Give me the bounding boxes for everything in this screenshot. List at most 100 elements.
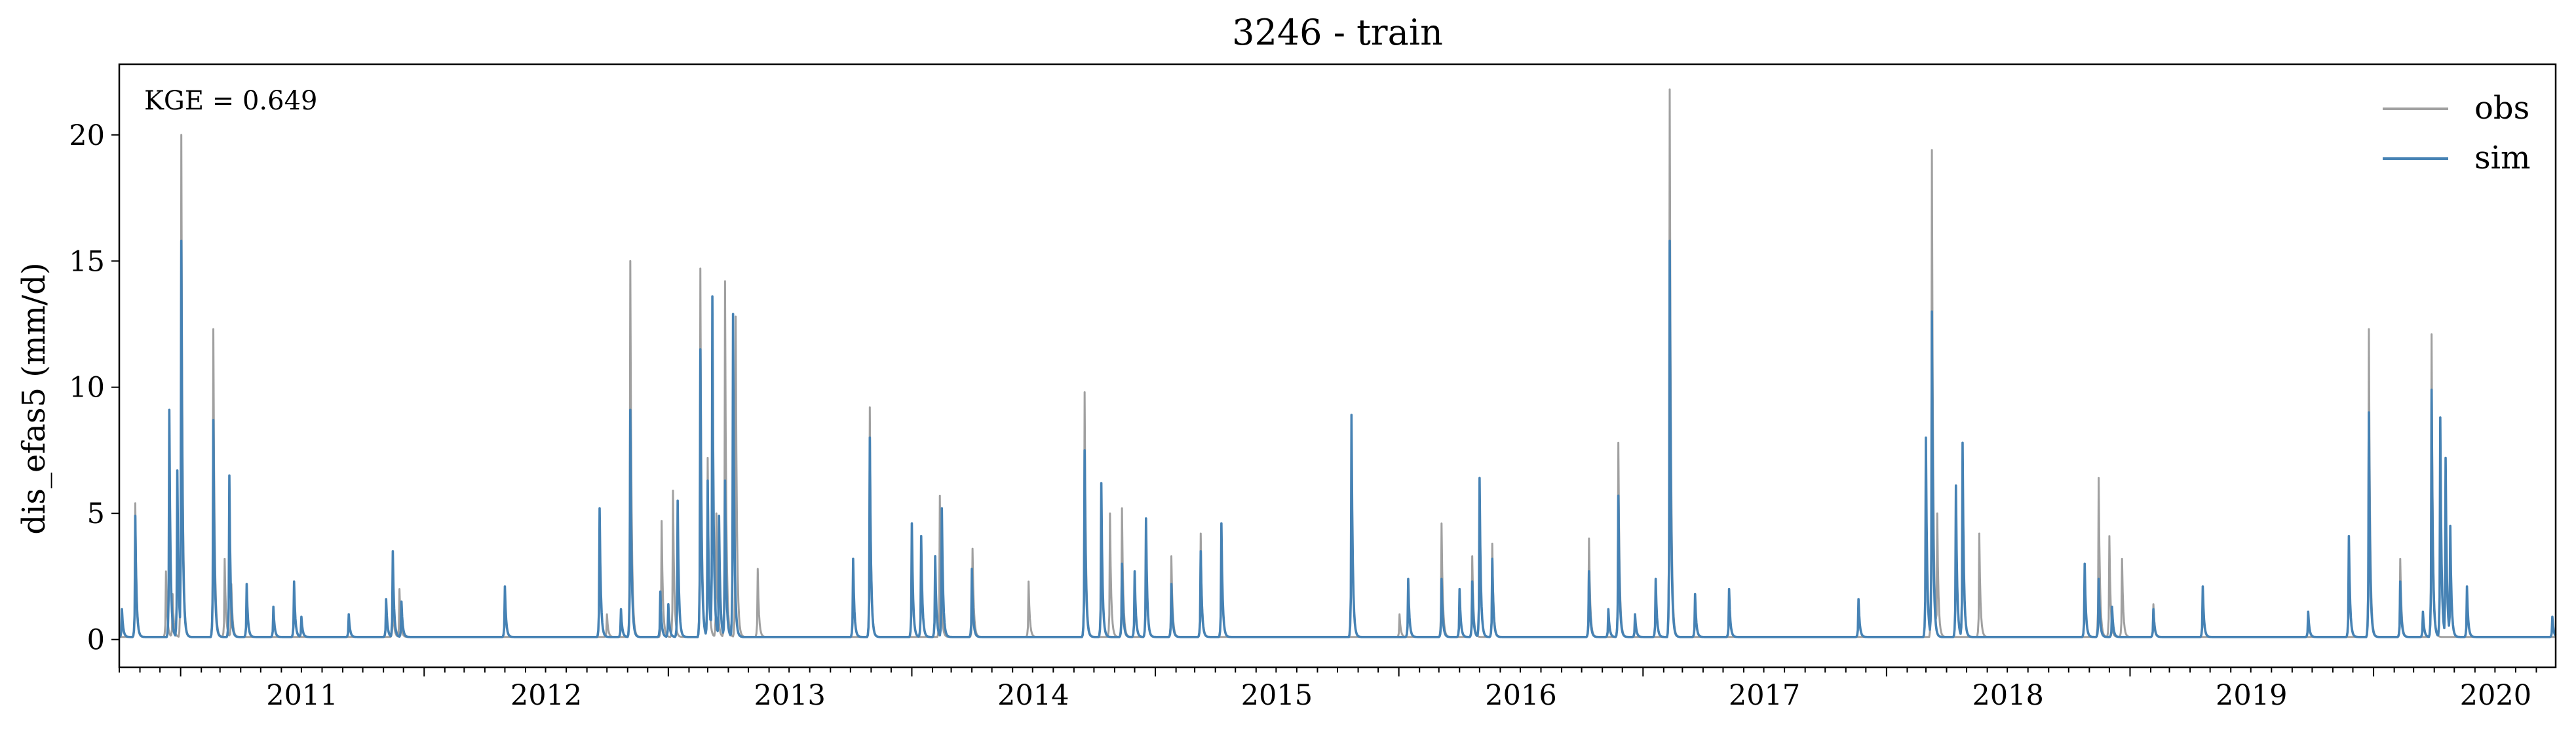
sim-peak-point-40 — [1171, 583, 1172, 585]
y-tick-label: 15 — [69, 245, 105, 278]
sim-peak-point-67 — [2202, 586, 2203, 587]
sim-peak-point-76 — [2450, 525, 2451, 526]
x-tick-label: 2011 — [266, 679, 337, 712]
obs-peak-point-12 — [672, 490, 674, 492]
sim-peak-point-74 — [2440, 417, 2441, 418]
sim-peak-point-19 — [660, 591, 661, 593]
obs-peak-point-5 — [224, 558, 225, 559]
obs-peak-point-27 — [1171, 556, 1172, 557]
obs-peak-point-45 — [2431, 334, 2432, 335]
obs-peak-point-36 — [1931, 149, 1932, 151]
sim-peak-point-6 — [229, 475, 230, 476]
obs-peak-point-20 — [939, 495, 940, 496]
obs-peak-point-21 — [972, 548, 973, 549]
obs-peak-point-35 — [1669, 88, 1670, 90]
sim-peak-point-62 — [1962, 442, 1963, 443]
obs-peak-point-33 — [1588, 538, 1590, 539]
sim-peak-point-4 — [181, 240, 182, 241]
y-axis-label: dis_efas5 (mm/d) — [16, 262, 52, 534]
sim-peak-point-25 — [718, 515, 720, 517]
sim-peak-point-52 — [1618, 495, 1619, 496]
sim-peak-point-68 — [2307, 611, 2309, 612]
obs-peak-point-34 — [1618, 442, 1619, 443]
y-tick-label: 5 — [87, 498, 105, 530]
sim-peak-point-72 — [2422, 611, 2423, 612]
sim-peak-point-42 — [1221, 523, 1222, 524]
x-tick-label: 2017 — [1729, 679, 1800, 712]
sim-peak-point-11 — [348, 614, 349, 615]
sim-peak-point-7 — [246, 583, 247, 585]
x-tick-label: 2015 — [1241, 679, 1313, 712]
obs-peak-point-44 — [2400, 558, 2401, 559]
sim-peak-point-10 — [301, 616, 302, 617]
obs-peak-point-22 — [1028, 581, 1029, 582]
sim-peak-point-30 — [911, 523, 912, 524]
sim-peak-point-31 — [921, 536, 922, 537]
sim-peak-point-14 — [401, 601, 402, 602]
obs-peak-point-10 — [630, 260, 631, 262]
obs-peak-point-15 — [716, 513, 717, 514]
obs-peak-point-30 — [1441, 523, 1442, 524]
obs-peak-point-23 — [1084, 391, 1085, 393]
sim-peak-point-60 — [1931, 311, 1932, 312]
obs-peak-point-43 — [2368, 328, 2370, 330]
sim-peak-point-61 — [1955, 485, 1957, 486]
sim-peak-point-34 — [971, 568, 972, 570]
obs-peak-point-13 — [700, 268, 701, 269]
sim-peak-point-21 — [677, 500, 678, 501]
sim-peak-point-33 — [941, 507, 942, 509]
obs-peak-point-11 — [661, 520, 663, 522]
obs-peak-point-1 — [165, 571, 166, 572]
chart-title: 3246 - train — [1232, 12, 1443, 53]
sim-peak-point-56 — [1695, 593, 1696, 595]
sim-peak-point-45 — [1441, 578, 1442, 579]
sim-peak-point-32 — [934, 556, 936, 557]
sim-peak-point-23 — [707, 480, 708, 481]
sim-peak-point-13 — [392, 551, 393, 552]
sim-peak-point-41 — [1200, 551, 1201, 552]
sim-peak-point-29 — [869, 437, 870, 439]
kge-annotation: KGE = 0.649 — [144, 86, 318, 116]
sim-peak-point-55 — [1669, 240, 1670, 241]
sim-peak-point-53 — [1634, 614, 1636, 615]
obs-peak-point-37 — [1936, 513, 1938, 514]
obs-peak-point-41 — [2121, 558, 2123, 559]
sim-peak-point-35 — [1084, 450, 1085, 451]
obs-peak-point-31 — [1472, 556, 1473, 557]
obs-peak-point-29 — [1399, 614, 1400, 615]
x-tick-label: 2020 — [2460, 679, 2531, 712]
x-tick-label: 2013 — [754, 679, 825, 712]
sim-peak-point-58 — [1858, 598, 1859, 600]
sim-peak-point-18 — [630, 409, 631, 410]
obs-peak-point-14 — [707, 458, 708, 459]
sim-peak-point-3 — [177, 470, 178, 471]
sim-peak-point-73 — [2431, 389, 2432, 391]
obs-peak-point-38 — [1978, 533, 1980, 534]
obs-peak-point-0 — [134, 503, 136, 504]
sim-peak-point-66 — [2153, 608, 2154, 610]
sim-series-line — [119, 239, 2557, 638]
obs-peak-point-4 — [213, 328, 214, 330]
obs-peak-point-28 — [1200, 533, 1201, 534]
y-tick-label: 20 — [69, 119, 105, 152]
obs-peak-point-25 — [1121, 507, 1123, 509]
obs-peak-point-9 — [606, 614, 607, 615]
sim-peak-point-51 — [1607, 608, 1609, 610]
sim-peak-point-22 — [700, 349, 701, 350]
sim-peak-point-16 — [599, 507, 600, 509]
sim-peak-point-24 — [712, 296, 713, 297]
sim-peak-point-38 — [1134, 571, 1136, 572]
sim-peak-point-43 — [1351, 414, 1352, 416]
sim-peak-point-77 — [2467, 586, 2468, 587]
obs-peak-point-24 — [1109, 513, 1111, 514]
obs-peak-point-17 — [735, 316, 737, 317]
sim-peak-point-26 — [724, 480, 725, 481]
sim-peak-point-12 — [385, 598, 387, 600]
sim-peak-point-5 — [213, 420, 214, 421]
sim-peak-point-8 — [273, 606, 274, 608]
x-tick-label: 2012 — [510, 679, 582, 712]
sim-peak-point-27 — [733, 313, 734, 315]
legend: obs sim — [2383, 90, 2531, 176]
sim-peak-point-1 — [134, 515, 136, 517]
